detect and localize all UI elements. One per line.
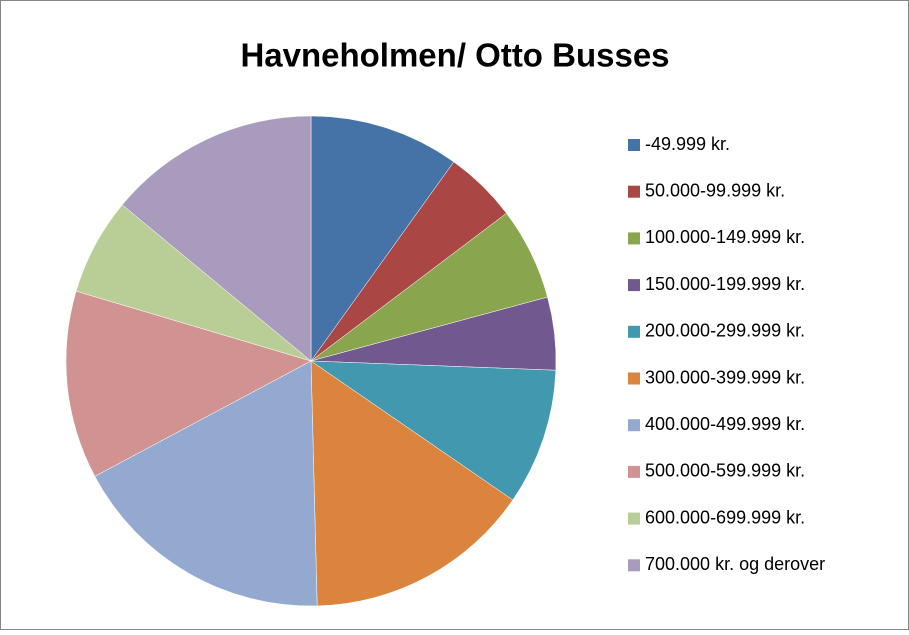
legend-swatch [628,139,640,151]
pie-slice [310,360,514,607]
legend-swatch [628,559,640,572]
legend-swatch [628,419,640,432]
legend-label: 100.000-149.999 kr. [645,227,805,247]
pie-slice [121,115,312,362]
legend-label: -49.999 kr. [645,134,730,154]
legend-swatch [628,232,640,245]
legend-label: 500.000-599.999 kr. [645,461,805,481]
legend-label: 50.000-99.999 kr. [645,180,785,200]
legend-label: 300.000-399.999 kr. [645,367,805,387]
legend-swatch [628,372,640,385]
legend-label: 150.000-199.999 kr. [645,274,805,294]
legend-swatch [628,465,640,478]
legend-label: 600.000-699.999 kr. [645,507,805,527]
legend-label: 700.000 kr. og derover [645,554,825,574]
chart-title: Havneholmen/ Otto Busses [240,37,669,74]
pie-slice [94,360,318,607]
legend-swatch [628,512,640,525]
pie-slice [65,290,312,477]
legend-label: 200.000-299.999 kr. [645,321,805,341]
legend-swatch [628,325,640,338]
pie-slice [310,360,557,501]
legend-swatch [628,185,640,198]
legend-swatch [628,279,640,292]
pie-slice [310,115,455,362]
legend-label: 400.000-499.999 kr. [645,414,805,434]
